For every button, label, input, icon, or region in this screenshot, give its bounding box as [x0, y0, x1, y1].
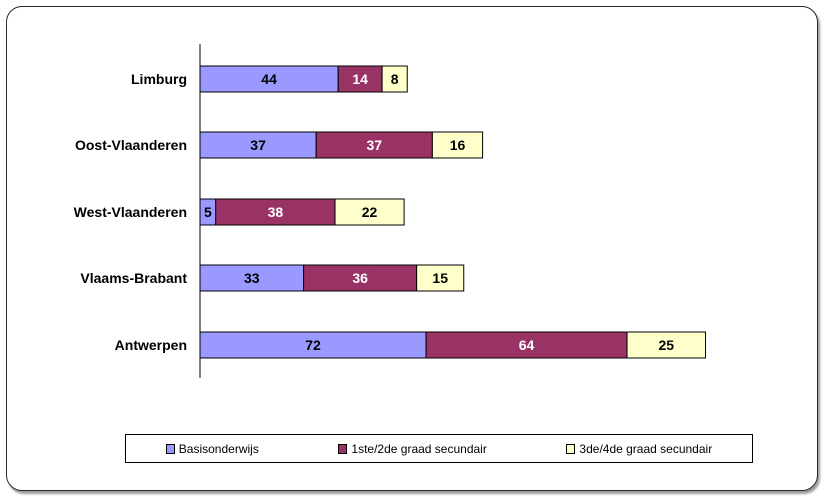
category-label-oost-vlaanderen: Oost-Vlaanderen [75, 137, 187, 153]
legend-label-3de-4de-graad: 3de/4de graad secundair [579, 441, 713, 456]
legend-swatch-3de-4de-graad [566, 443, 576, 454]
value-label-bg-antwerpen-series-1 [301, 335, 326, 355]
value-label-oost-vlaanderen-series-2: 37 [366, 137, 382, 153]
value-label-bg-antwerpen-series-3 [654, 335, 679, 355]
value-label-oost-vlaanderen-series-3: 16 [450, 137, 466, 153]
value-label-west-vlaanderen-series-2: 38 [268, 204, 284, 220]
value-label-limburg-series-1: 44 [261, 71, 277, 87]
value-label-limburg-series-3: 8 [391, 71, 399, 87]
bars-layer: 44 14 8 37 37 16 5 38 22 33 36 15 72 64 25 [199, 65, 707, 359]
legend-item-3de-4de-graad: 3de/4de graad secundair [566, 442, 712, 456]
value-label-bg-vlaams-brabant-series-2 [348, 268, 373, 288]
value-label-bg-antwerpen-series-2 [514, 335, 539, 355]
value-label-bg-oost-vlaanderen-series-3 [445, 135, 470, 155]
value-label-bg-oost-vlaanderen-series-2 [362, 135, 387, 155]
legend-item-1ste-2de-graad: 1ste/2de graad secundair [338, 441, 487, 456]
value-label-antwerpen-series-1: 72 [305, 337, 321, 353]
value-label-bg-vlaams-brabant-series-3 [428, 268, 453, 288]
legend: Basisonderwijs 1ste/2de graad secundair … [125, 434, 753, 463]
value-label-bg-west-vlaanderen-series-3 [357, 202, 382, 222]
value-label-bg-limburg-series-2 [348, 69, 373, 89]
category-label-vlaams-brabant: Vlaams-Brabant [80, 270, 187, 286]
value-label-west-vlaanderen-series-1: 5 [204, 204, 212, 220]
value-label-west-vlaanderen-series-3: 22 [362, 204, 378, 220]
value-label-antwerpen-series-3: 25 [659, 337, 675, 353]
chart-frame [6, 6, 818, 491]
value-label-bg-west-vlaanderen-series-1 [199, 202, 216, 222]
value-label-antwerpen-series-2: 64 [519, 337, 535, 353]
value-label-bg-limburg-series-1 [257, 69, 282, 89]
legend-swatch-1ste-2de-graad [338, 443, 348, 454]
legend-swatch-basisonderwijs [165, 443, 175, 454]
legend-label-basisonderwijs: Basisonderwijs [178, 441, 259, 456]
value-label-oost-vlaanderen-series-1: 37 [250, 137, 266, 153]
category-label-west-vlaanderen: West-Vlaanderen [74, 204, 187, 220]
value-label-bg-west-vlaanderen-series-2 [263, 202, 288, 222]
value-label-limburg-series-2: 14 [352, 71, 368, 87]
value-label-vlaams-brabant-series-1: 33 [244, 270, 260, 286]
category-label-antwerpen: Antwerpen [115, 337, 187, 353]
category-labels: Limburg Oost-Vlaanderen West-Vlaanderen Vla… [74, 71, 188, 353]
value-label-bg-limburg-series-3 [386, 69, 403, 89]
value-label-bg-vlaams-brabant-series-1 [239, 268, 264, 288]
value-label-vlaams-brabant-series-3: 15 [432, 270, 448, 286]
legend-item-basisonderwijs: Basisonderwijs [165, 441, 259, 456]
value-label-bg-oost-vlaanderen-series-1 [246, 135, 271, 155]
legend-label-1ste-2de-graad: 1ste/2de graad secundair [351, 441, 487, 456]
category-label-limburg: Limburg [131, 71, 187, 87]
value-label-vlaams-brabant-series-2: 36 [352, 270, 368, 286]
